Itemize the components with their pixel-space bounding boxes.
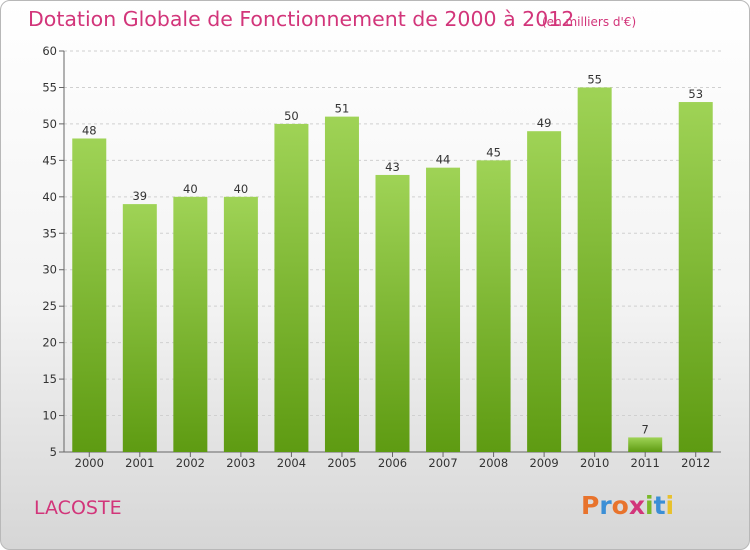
bar-2011 [628,437,663,452]
data-label: 44 [436,153,451,167]
logo-letter: t [653,491,666,520]
x-tick-label: 2002 [176,456,205,470]
bar-2003 [223,196,258,452]
bar-2012 [678,102,713,452]
bar-2010 [577,87,612,453]
bar-2002 [173,196,208,452]
x-tick-label: 2011 [631,456,660,470]
data-label: 50 [284,109,299,123]
bars [72,87,713,453]
bar-2000 [72,138,107,452]
data-label: 40 [183,182,198,196]
y-tick-label: 30 [42,263,57,277]
x-tick-label: 2005 [327,456,356,470]
data-label: 49 [537,116,552,130]
logo-letter: i [665,491,675,520]
y-tick-label: 60 [42,44,57,58]
data-label: 45 [486,145,501,159]
x-tick-label: 2003 [226,456,255,470]
x-tick-label: 2009 [529,456,558,470]
data-label: 7 [642,422,649,436]
data-labels: 48 39 40 40 50 51 43 44 45 49 55 7 53 [82,72,703,436]
y-tick-label: 35 [42,226,57,240]
logo-letter: P [581,491,600,520]
logo-letter: i [645,491,654,520]
data-label: 40 [234,182,249,196]
y-tick-label: 40 [42,190,57,204]
x-tick-label: 2007 [428,456,457,470]
y-tick-label: 10 [42,409,57,423]
bar-2005 [324,116,359,453]
bar-2008 [476,160,511,452]
data-label: 53 [688,87,703,101]
bar-2006 [375,174,410,453]
logo-letter: r [599,491,612,520]
y-tick-label: 15 [42,372,57,386]
logo-letter: o [611,491,629,520]
data-label: 48 [82,123,97,137]
y-tick-label: 55 [42,80,57,94]
proxiti-logo[interactable]: Proxiti [581,491,674,520]
x-tick-label: 2004 [277,456,306,470]
data-label: 43 [385,160,400,174]
x-tick-label: 2001 [125,456,154,470]
commune-name: LACOSTE [34,497,122,519]
data-label: 51 [335,102,350,116]
x-tick-label: 2006 [378,456,407,470]
x-tick-label: 2012 [681,456,710,470]
chart-title: Dotation Globale de Fonctionnement de 20… [28,7,575,31]
data-label: 55 [587,72,602,86]
bar-2009 [527,131,562,452]
x-tick-label: 2010 [580,456,609,470]
bar-2004 [274,123,309,452]
y-tick-label: 50 [42,117,57,131]
bar-2007 [426,167,461,452]
y-tick-label: 25 [42,299,57,313]
bar-2001 [122,204,157,452]
y-tick-label: 45 [42,153,57,167]
y-tick-label: 5 [50,445,57,459]
chart-unit-label: (en milliers d'€) [542,15,637,29]
x-tick-label: 2008 [479,456,508,470]
logo-letter: x [628,491,645,520]
y-tick-label: 20 [42,336,57,350]
x-tick-label: 2000 [75,456,104,470]
data-label: 39 [132,189,147,203]
